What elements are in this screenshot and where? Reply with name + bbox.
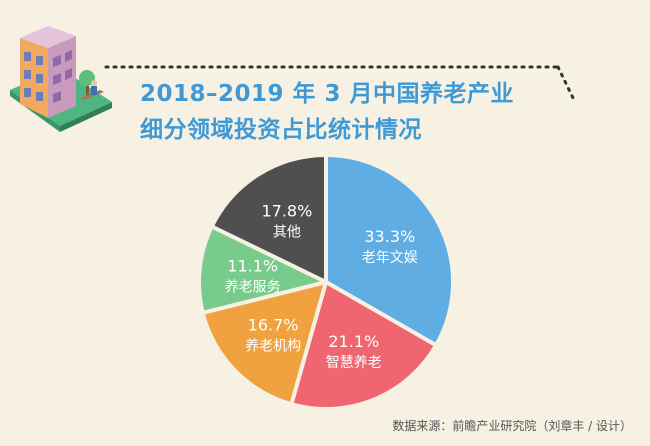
pie-slice-5 [209, 153, 328, 284]
slice-value-label: 33.3% [364, 227, 415, 246]
building-illustration-icon [10, 26, 112, 132]
chart-title-line-2: 细分领域投资占比统计情况 [140, 117, 422, 143]
slice-category-label: 老年文娱 [362, 250, 418, 266]
source-note: 数据来源：前瞻产业研究院（刘章丰 / 设计） [392, 419, 632, 433]
pie-slice-1 [324, 153, 455, 348]
slice-value-label: 21.1% [328, 332, 379, 351]
slice-category-label: 养老服务 [225, 279, 281, 295]
slice-value-label: 11.1% [227, 256, 278, 275]
slice-category-label: 其他 [273, 225, 301, 241]
slice-category-label: 养老机构 [245, 338, 301, 354]
pie-slice-3 [200, 280, 328, 407]
pie-slice-4 [197, 224, 328, 315]
slice-category-label: 智慧养老 [326, 355, 382, 371]
chart-title-line-1: 2018–2019 年 3 月中国养老产业 [140, 81, 515, 107]
slice-value-label: 16.7% [248, 315, 299, 334]
dotted-leader-line [104, 65, 576, 102]
pie-slice-2 [289, 280, 439, 411]
slice-value-label: 17.8% [261, 202, 312, 221]
